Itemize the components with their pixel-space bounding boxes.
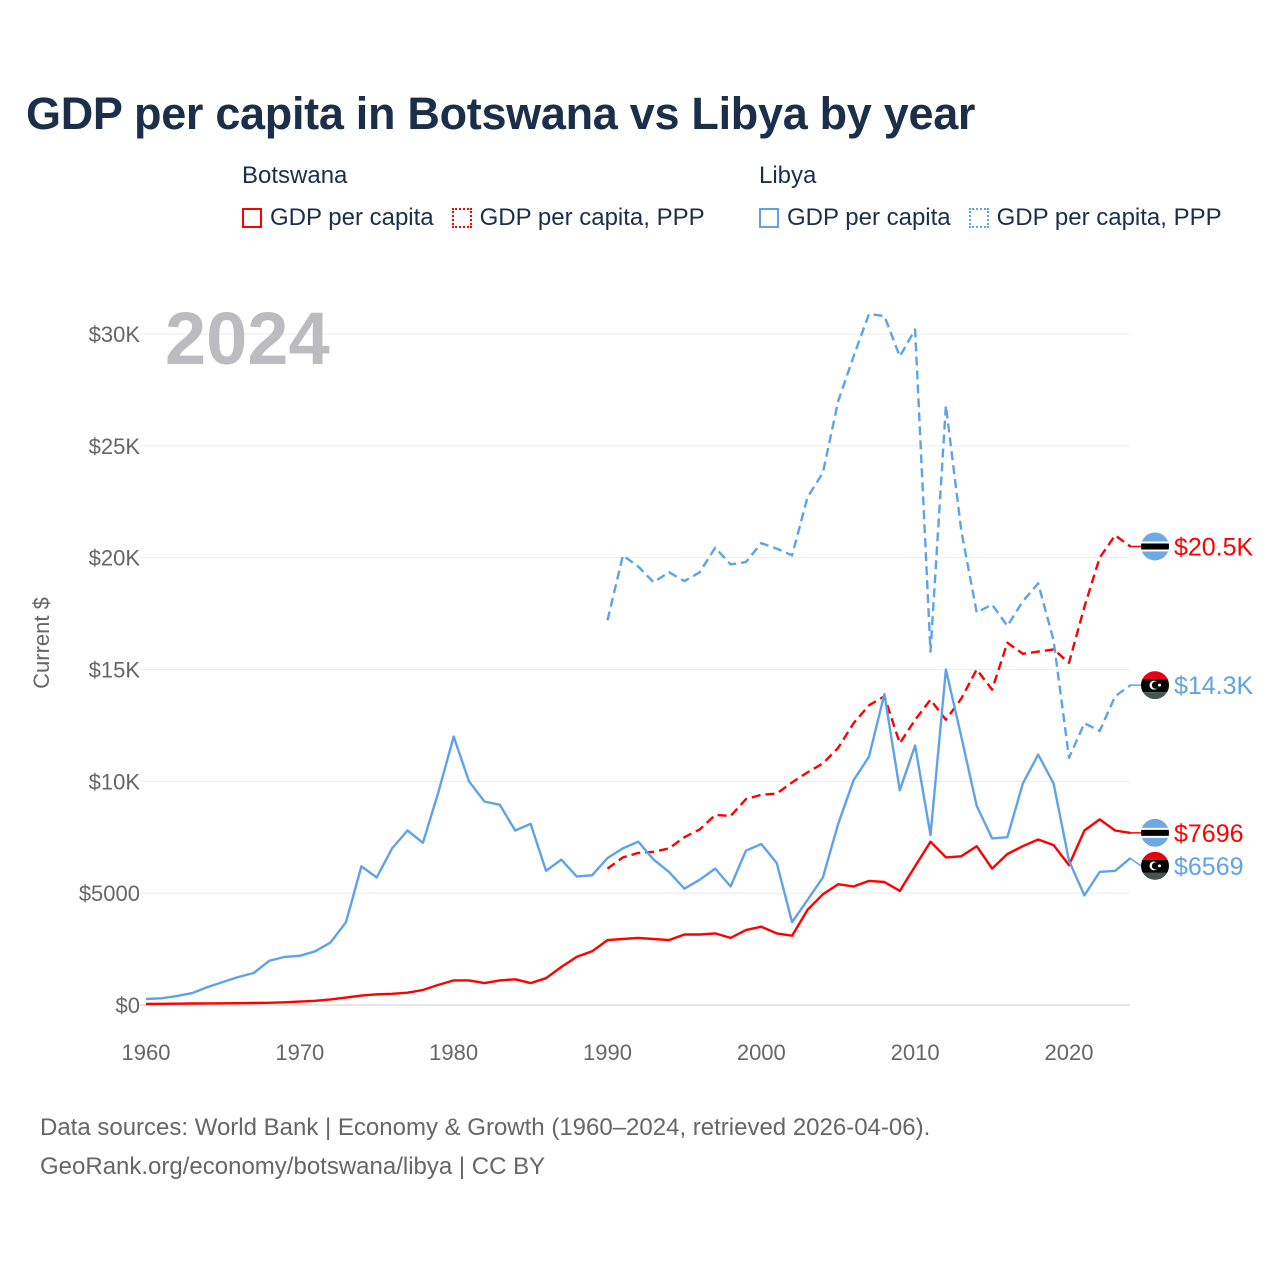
series-line-botswana-gdp-per-capita	[145, 818, 1131, 1006]
attribution-link[interactable]: GeoRank.org/economy/botswana/libya | CC …	[40, 1153, 546, 1180]
legend-label: GDP per capita, PPP	[996, 204, 1222, 231]
star	[1158, 683, 1161, 687]
flag-green-band	[1141, 692, 1169, 700]
y-tick-label: $15K	[89, 657, 141, 682]
end-value-label: $6569	[1174, 853, 1244, 881]
legend-item-libya-ppp[interactable]: GDP per capita, PPP	[968, 204, 1222, 232]
end-value-label: $7696	[1174, 820, 1244, 848]
flag-black-band	[1141, 543, 1169, 550]
y-tick-label: $25K	[89, 434, 141, 459]
legend-label: GDP per capita	[270, 204, 434, 231]
botswana-flag-icon	[1141, 818, 1169, 847]
legend-group-title: Libya	[759, 162, 817, 189]
end-label-group: $7696	[1130, 818, 1244, 848]
legend-swatch-dotted	[968, 208, 989, 228]
legend-group-title: Botswana	[242, 162, 348, 189]
current-year-label: 2024	[165, 297, 330, 380]
end-value-label: $14.3K	[1174, 672, 1254, 700]
flag-red-band	[1141, 671, 1169, 680]
data-source-text: Data sources: World Bank | Economy & Gro…	[40, 1114, 931, 1141]
flag-green-band	[1141, 872, 1169, 880]
chart-title: GDP per capita in Botswana vs Libya by y…	[26, 88, 976, 139]
crescent-inner	[1151, 862, 1160, 870]
end-label-group: $6569	[1129, 851, 1244, 881]
x-tick-label: 1960	[122, 1040, 171, 1065]
star	[1158, 864, 1161, 868]
botswana-flag-icon	[1141, 532, 1169, 561]
legend-swatch-solid	[759, 208, 779, 228]
series-line-libya-gdp-per-capita	[145, 668, 1132, 1001]
x-tick-label: 1980	[429, 1040, 478, 1065]
crescent-inner	[1151, 681, 1160, 689]
flag-red-band	[1141, 851, 1169, 860]
end-label-connector	[1129, 857, 1142, 867]
libya-flag-icon	[1141, 851, 1169, 880]
legend-item-botswana-gdp[interactable]: GDP per capita	[242, 204, 434, 232]
x-tick-label: 1990	[583, 1040, 632, 1065]
x-tick-label: 2010	[891, 1040, 940, 1065]
legend-group-libya: Libya GDP per capita GDP per capita, PPP	[759, 162, 1222, 232]
end-label-group: $14.3K	[1130, 671, 1254, 700]
x-tick-label: 2020	[1045, 1040, 1094, 1065]
legend-group-botswana: Botswana GDP per capita GDP per capita, …	[242, 162, 705, 232]
libya-flag-icon	[1141, 671, 1169, 700]
legend-item-libya-gdp[interactable]: GDP per capita	[759, 204, 951, 232]
flag-black-band	[1141, 829, 1169, 836]
series-line-libya-gdp-per-capita-ppp	[606, 312, 1132, 759]
x-tick-label: 2000	[737, 1040, 786, 1065]
x-tick-label: 1970	[275, 1040, 324, 1065]
series-line-botswana-gdp-per-capita-ppp	[606, 534, 1132, 870]
end-value-label: $20.5K	[1174, 533, 1254, 561]
end-label-group: $20.5K	[1130, 532, 1254, 561]
y-tick-label: $30K	[89, 322, 141, 347]
legend-swatch-solid	[242, 208, 262, 228]
footer: Data sources: World Bank | Economy & Gro…	[40, 1108, 930, 1186]
y-tick-label: $20K	[89, 546, 141, 571]
y-axis-label: Current $	[29, 597, 54, 689]
legend-label: GDP per capita	[787, 204, 951, 231]
legend-swatch-dotted	[451, 208, 472, 228]
y-tick-label: $5000	[79, 881, 140, 906]
y-tick-label: $10K	[89, 769, 141, 794]
y-tick-label: $0	[116, 993, 140, 1018]
legend-label: GDP per capita, PPP	[479, 204, 705, 231]
legend-item-botswana-ppp[interactable]: GDP per capita, PPP	[451, 204, 705, 232]
